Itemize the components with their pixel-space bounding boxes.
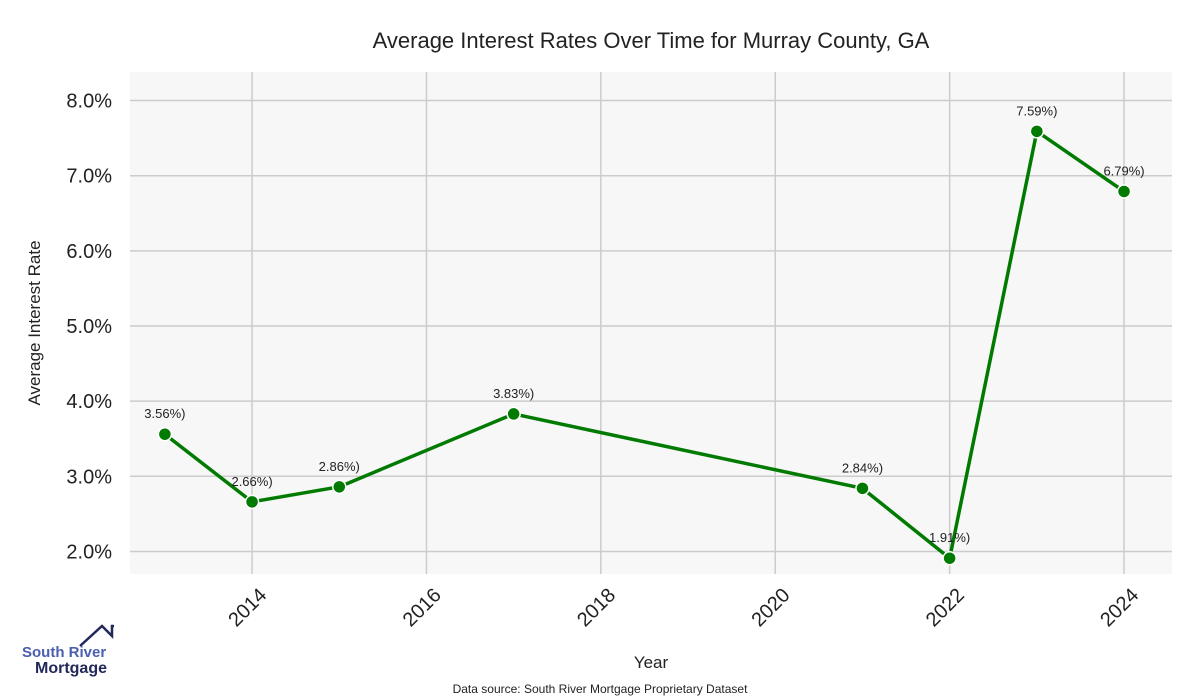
data-point bbox=[855, 481, 870, 496]
x-tick-label: 2020 bbox=[748, 584, 795, 631]
plot-area bbox=[130, 72, 1172, 574]
data-label: 6.79%) bbox=[1103, 163, 1144, 178]
data-label: 7.59%) bbox=[1016, 103, 1057, 118]
series-line bbox=[163, 129, 1126, 560]
data-point bbox=[506, 406, 521, 422]
logo-line1: South River bbox=[22, 644, 107, 661]
data-point bbox=[332, 479, 347, 495]
y-tick-label: 5.0% bbox=[66, 316, 112, 338]
chart-title: Average Interest Rates Over Time for Mur… bbox=[373, 28, 930, 53]
x-tick-label: 2024 bbox=[1096, 584, 1143, 631]
y-tick-label: 8.0% bbox=[66, 91, 112, 113]
x-tick-label: 2018 bbox=[573, 584, 620, 631]
y-tick-label: 7.0% bbox=[66, 166, 112, 188]
y-axis-label: Average Interest Rate bbox=[25, 240, 44, 405]
house-roof-icon bbox=[79, 624, 114, 647]
x-tick-label: 2016 bbox=[399, 584, 446, 631]
data-label: 3.56%) bbox=[144, 406, 185, 421]
data-label: 2.84%) bbox=[842, 460, 883, 475]
data-label: 2.86%) bbox=[319, 459, 360, 474]
data-source-note: Data source: South River Mortgage Propri… bbox=[453, 682, 748, 696]
data-label: 2.66%) bbox=[231, 474, 272, 489]
data-point bbox=[1116, 184, 1132, 199]
x-tick-label: 2022 bbox=[922, 584, 969, 631]
data-point bbox=[942, 550, 957, 566]
y-tick-label: 4.0% bbox=[66, 391, 112, 413]
y-tick-label: 2.0% bbox=[66, 541, 112, 563]
data-point bbox=[1029, 124, 1045, 139]
y-tick-label: 3.0% bbox=[66, 466, 112, 488]
data-point bbox=[244, 494, 260, 510]
south-river-mortgage-logo: South River Mortgage bbox=[22, 622, 122, 682]
data-point bbox=[157, 426, 173, 442]
x-tick-label: 2014 bbox=[224, 584, 271, 631]
y-tick-label: 6.0% bbox=[66, 241, 112, 263]
x-axis-label: Year bbox=[634, 653, 669, 672]
logo-line2: Mortgage bbox=[35, 660, 107, 677]
data-label: 1.91%) bbox=[929, 530, 970, 545]
data-label: 3.83%) bbox=[493, 386, 534, 401]
